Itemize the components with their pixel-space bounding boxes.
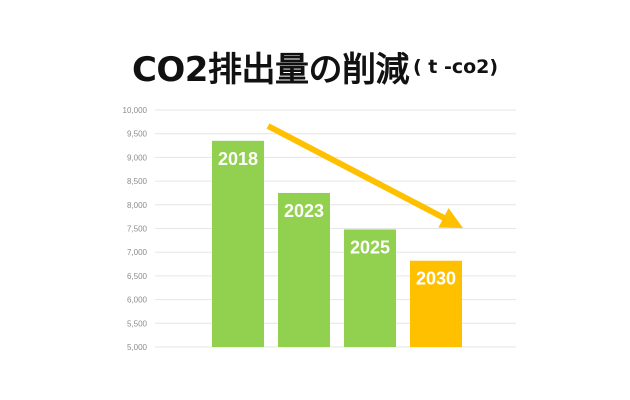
bar-2030 [410, 260, 462, 347]
trend-arrow-head [438, 208, 463, 228]
bar-2025 [344, 229, 396, 347]
y-tick-label: 7,000 [127, 248, 148, 257]
bar-label-2023: 2023 [284, 201, 324, 221]
bars [212, 140, 462, 347]
y-tick-label: 5,000 [127, 343, 148, 352]
y-tick-label: 6,500 [127, 272, 148, 281]
bar-label-2025: 2025 [350, 237, 390, 257]
y-tick-label: 9,000 [127, 153, 148, 162]
chart-title-unit: ( t -co2) [412, 55, 499, 78]
y-tick-label: 10,000 [123, 106, 148, 115]
chart-title: CO2排出量の削減( t -co2) [0, 42, 630, 91]
y-tick-label: 8,000 [127, 201, 148, 210]
y-axis: 5,000 5,500 6,000 6,500 7,000 7,500 8,000 8,500… [123, 106, 148, 352]
trend-arrow-shaft [266, 123, 450, 223]
annotations [266, 123, 463, 228]
chart-title-main: CO2排出量の削減 [131, 50, 410, 90]
y-tick-label: 5,500 [127, 319, 148, 328]
y-tick-label: 6,000 [127, 296, 148, 305]
bar-2018 [212, 140, 264, 347]
bar-2023 [278, 192, 330, 347]
bar-label-2030: 2030 [416, 269, 456, 289]
bar-labels: 2018 2023 2025 2030 [218, 149, 456, 289]
y-tick-label: 8,500 [127, 177, 148, 186]
y-tick-label: 7,500 [127, 225, 148, 234]
y-tick-label: 9,500 [127, 130, 148, 139]
bar-label-2018: 2018 [218, 149, 258, 169]
